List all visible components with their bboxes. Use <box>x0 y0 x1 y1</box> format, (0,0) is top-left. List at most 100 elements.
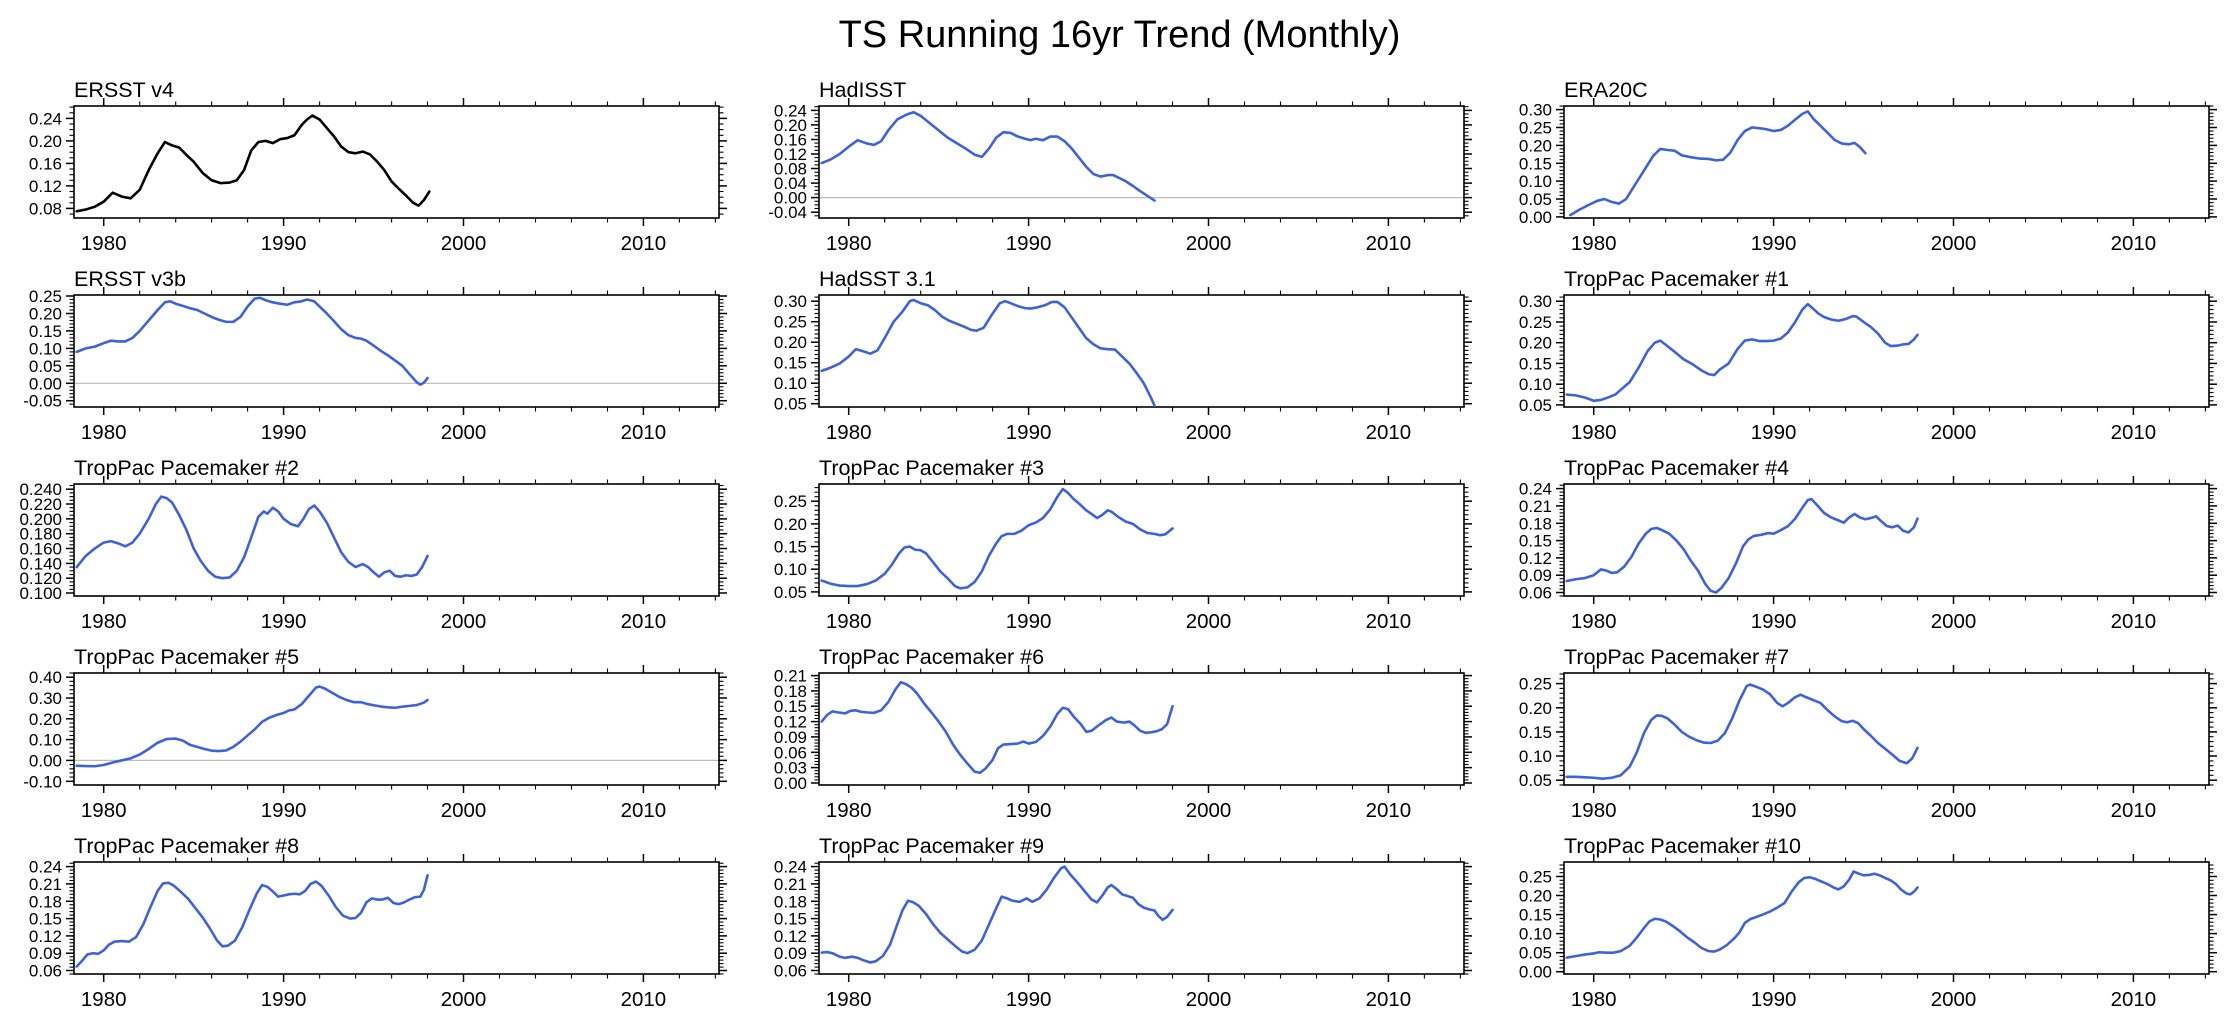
trend-line <box>75 296 429 386</box>
x-tick-label: 1990 <box>1006 799 1052 822</box>
x-tick-label: 1980 <box>1571 421 1617 444</box>
plot-box <box>73 861 720 975</box>
x-tick-label: 1980 <box>1571 610 1617 633</box>
x-tick-label: 2000 <box>441 610 487 633</box>
y-tick-label: 0.30 <box>774 292 807 311</box>
y-tick-label: 0.05 <box>774 583 807 602</box>
trend-line <box>1565 497 1919 594</box>
y-tick-label: 0.120 <box>19 569 62 588</box>
x-tick-label: 2000 <box>441 421 487 444</box>
y-tick-label: 0.15 <box>1519 354 1552 373</box>
x-tick-label: 1980 <box>81 421 127 444</box>
y-tick-label: 0.24 <box>774 858 807 877</box>
subplot-troppac-pacemaker-4-svg: TropPac Pacemaker #4 1980 1990 2000 2010 0.06… <box>1519 456 2217 633</box>
x-tick-label: 1980 <box>81 988 127 1011</box>
y-tick-label: 0.18 <box>774 682 807 701</box>
x-tick-label: 2000 <box>1186 421 1232 444</box>
y-tick-label: 0.20 <box>1519 699 1552 718</box>
y-tick-label: 0.15 <box>774 697 807 716</box>
y-tick-label: 0.00 <box>29 374 62 393</box>
x-tick-label: 2000 <box>1931 232 1977 255</box>
subplot-troppac-pacemaker-3: TropPac Pacemaker #3 1980 1990 2000 2010 0.05… <box>747 454 1492 643</box>
y-tick-label: 0.200 <box>19 510 62 529</box>
y-tick-label: 0.140 <box>19 554 62 573</box>
y-tick-label: 0.12 <box>1519 549 1552 568</box>
y-tick-label: 0.21 <box>774 875 807 894</box>
subplot-hadsst-3-1: HadSST 3.1 1980 1990 2000 2010 0.05 0.10 0.15 0.… <box>747 265 1492 454</box>
y-tick-label: 0.25 <box>1519 119 1552 138</box>
x-tick-label: 1990 <box>261 988 307 1011</box>
subplot-title: ERA20C <box>1564 78 1648 102</box>
subplot-troppac-pacemaker-10-svg: TropPac Pacemaker #10 1980 1990 2000 2010 0.0… <box>1519 834 2217 1011</box>
subplot-troppac-pacemaker-2: TropPac Pacemaker #2 1980 1990 2000 2010 0.10… <box>2 454 747 643</box>
y-tick-label: 0.05 <box>1519 771 1552 790</box>
subplot-troppac-pacemaker-3-svg: TropPac Pacemaker #3 1980 1990 2000 2010 0.05… <box>774 456 1472 633</box>
y-tick-label: 0.06 <box>774 743 807 762</box>
y-tick-label: 0.00 <box>774 774 807 793</box>
trend-line <box>820 680 1174 775</box>
x-tick-label: 1990 <box>1006 988 1052 1011</box>
x-tick-label: 2000 <box>441 799 487 822</box>
plot-box <box>818 861 1465 975</box>
y-tick-label: 0.16 <box>29 154 62 173</box>
y-tick-label: 0.06 <box>1519 584 1552 603</box>
x-tick-label: 2010 <box>2111 421 2157 444</box>
y-tick-label: 0.240 <box>19 480 62 499</box>
y-tick-label: 0.15 <box>29 322 62 341</box>
y-tick-label: 0.30 <box>1519 101 1552 120</box>
y-tick-label: 0.09 <box>1519 566 1552 585</box>
x-tick-label: 1990 <box>1006 232 1052 255</box>
subplot-troppac-pacemaker-6-svg: TropPac Pacemaker #6 1980 1990 2000 2010 0.00… <box>774 645 1472 822</box>
subplot-title: TropPac Pacemaker #8 <box>74 834 299 858</box>
y-tick-label: 0.10 <box>29 731 62 750</box>
y-tick-label: 0.21 <box>29 875 62 894</box>
y-tick-label: 0.18 <box>1519 514 1552 533</box>
y-tick-label: 0.15 <box>774 910 807 929</box>
trend-line <box>1565 683 1919 781</box>
plot-box <box>818 483 1465 597</box>
trend-line <box>1569 110 1867 217</box>
y-tick-label: 0.05 <box>29 357 62 376</box>
y-tick-label: 0.15 <box>774 538 807 557</box>
trend-line <box>75 685 429 768</box>
y-tick-label: 0.12 <box>774 713 807 732</box>
subplot-troppac-pacemaker-8-svg: TropPac Pacemaker #8 1980 1990 2000 2010 0.06… <box>29 834 727 1011</box>
y-tick-label: 0.40 <box>29 668 62 687</box>
y-tick-label: 0.24 <box>774 101 807 120</box>
y-tick-label: 0.25 <box>29 287 62 306</box>
subplot-hadisst: HadISST 1980 1990 2000 2010 -0.04 0.00 0.04 0.08… <box>747 76 1492 265</box>
x-tick-label: 2000 <box>1186 610 1232 633</box>
x-tick-label: 2000 <box>1931 421 1977 444</box>
subplot-troppac-pacemaker-7: TropPac Pacemaker #7 1980 1990 2000 2010 0.05… <box>1492 643 2237 832</box>
subplot-title: ERSST v3b <box>74 267 186 291</box>
x-tick-label: 2010 <box>1366 610 1412 633</box>
y-tick-label: 0.25 <box>1519 675 1552 694</box>
x-tick-label: 2010 <box>2111 799 2157 822</box>
y-tick-label: 0.30 <box>29 689 62 708</box>
y-tick-label: 0.15 <box>1519 723 1552 742</box>
y-tick-label: 0.30 <box>1519 292 1552 311</box>
y-tick-label: 0.24 <box>1519 480 1552 499</box>
x-tick-label: 2010 <box>2111 988 2157 1011</box>
y-tick-label: 0.15 <box>29 910 62 929</box>
x-tick-label: 1980 <box>1571 988 1617 1011</box>
y-tick-label: 0.12 <box>774 927 807 946</box>
y-tick-label: 0.05 <box>1519 944 1552 963</box>
y-tick-label: 0.180 <box>19 525 62 544</box>
subplot-title: TropPac Pacemaker #10 <box>1564 834 1801 858</box>
subplot-title: TropPac Pacemaker #5 <box>74 645 299 669</box>
x-tick-label: 2010 <box>1366 988 1412 1011</box>
trend-line <box>820 487 1174 590</box>
x-tick-label: 1990 <box>1751 421 1797 444</box>
subplot-troppac-pacemaker-2-svg: TropPac Pacemaker #2 1980 1990 2000 2010 0.10… <box>19 456 727 633</box>
y-tick-label: 0.24 <box>29 109 62 128</box>
x-tick-label: 2010 <box>621 610 667 633</box>
subplot-hadsst-3-1-svg: HadSST 3.1 1980 1990 2000 2010 0.05 0.100.15 0.… <box>774 267 1472 444</box>
subplot-title: ERSST v4 <box>74 78 174 102</box>
subplot-troppac-pacemaker-7-svg: TropPac Pacemaker #7 1980 1990 2000 2010 0.05… <box>1519 645 2217 822</box>
y-tick-label: 0.160 <box>19 540 62 559</box>
y-tick-label: 0.12 <box>29 177 62 196</box>
x-tick-label: 1980 <box>81 610 127 633</box>
